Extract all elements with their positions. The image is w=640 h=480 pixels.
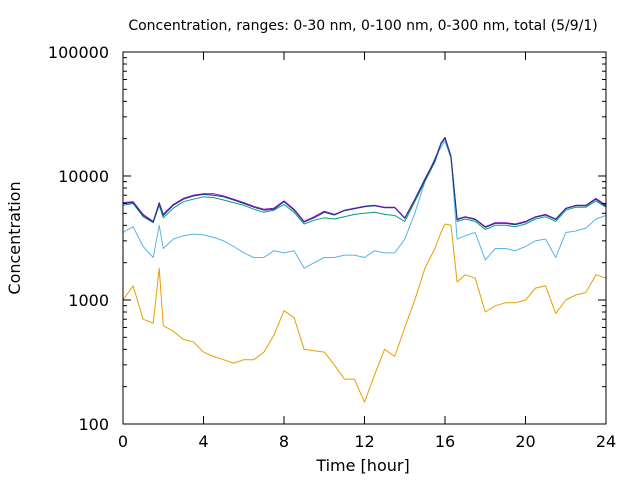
x-tick-label: 24	[596, 432, 616, 451]
y-tick-label: 100	[78, 415, 109, 434]
y-tick-label: 100000	[48, 43, 109, 62]
x-tick-label: 4	[198, 432, 208, 451]
x-axis-ticks: 0 4 8 12 16 20 24	[118, 52, 616, 451]
plot-frame	[122, 51, 607, 425]
series-layer	[122, 136, 607, 403]
y-tick-label: 10000	[58, 167, 109, 186]
y-axis-ticks: 100 1000 10000 100000	[48, 43, 606, 434]
series-line-2	[122, 140, 607, 269]
x-tick-label: 20	[515, 432, 535, 451]
y-tick-label: 1000	[68, 291, 109, 310]
x-tick-label: 12	[354, 432, 374, 451]
chart-title: Concentration, ranges: 0-30 nm, 0-100 nm…	[128, 18, 597, 34]
series-line-5	[122, 137, 607, 228]
x-tick-label: 16	[435, 432, 455, 451]
y-axis-label: Concentration	[5, 181, 24, 294]
series-line-1	[122, 223, 607, 403]
series-line-3	[122, 138, 607, 230]
x-tick-label: 0	[118, 432, 128, 451]
x-tick-label: 8	[279, 432, 289, 451]
x-axis-label: Time [hour]	[315, 456, 409, 475]
